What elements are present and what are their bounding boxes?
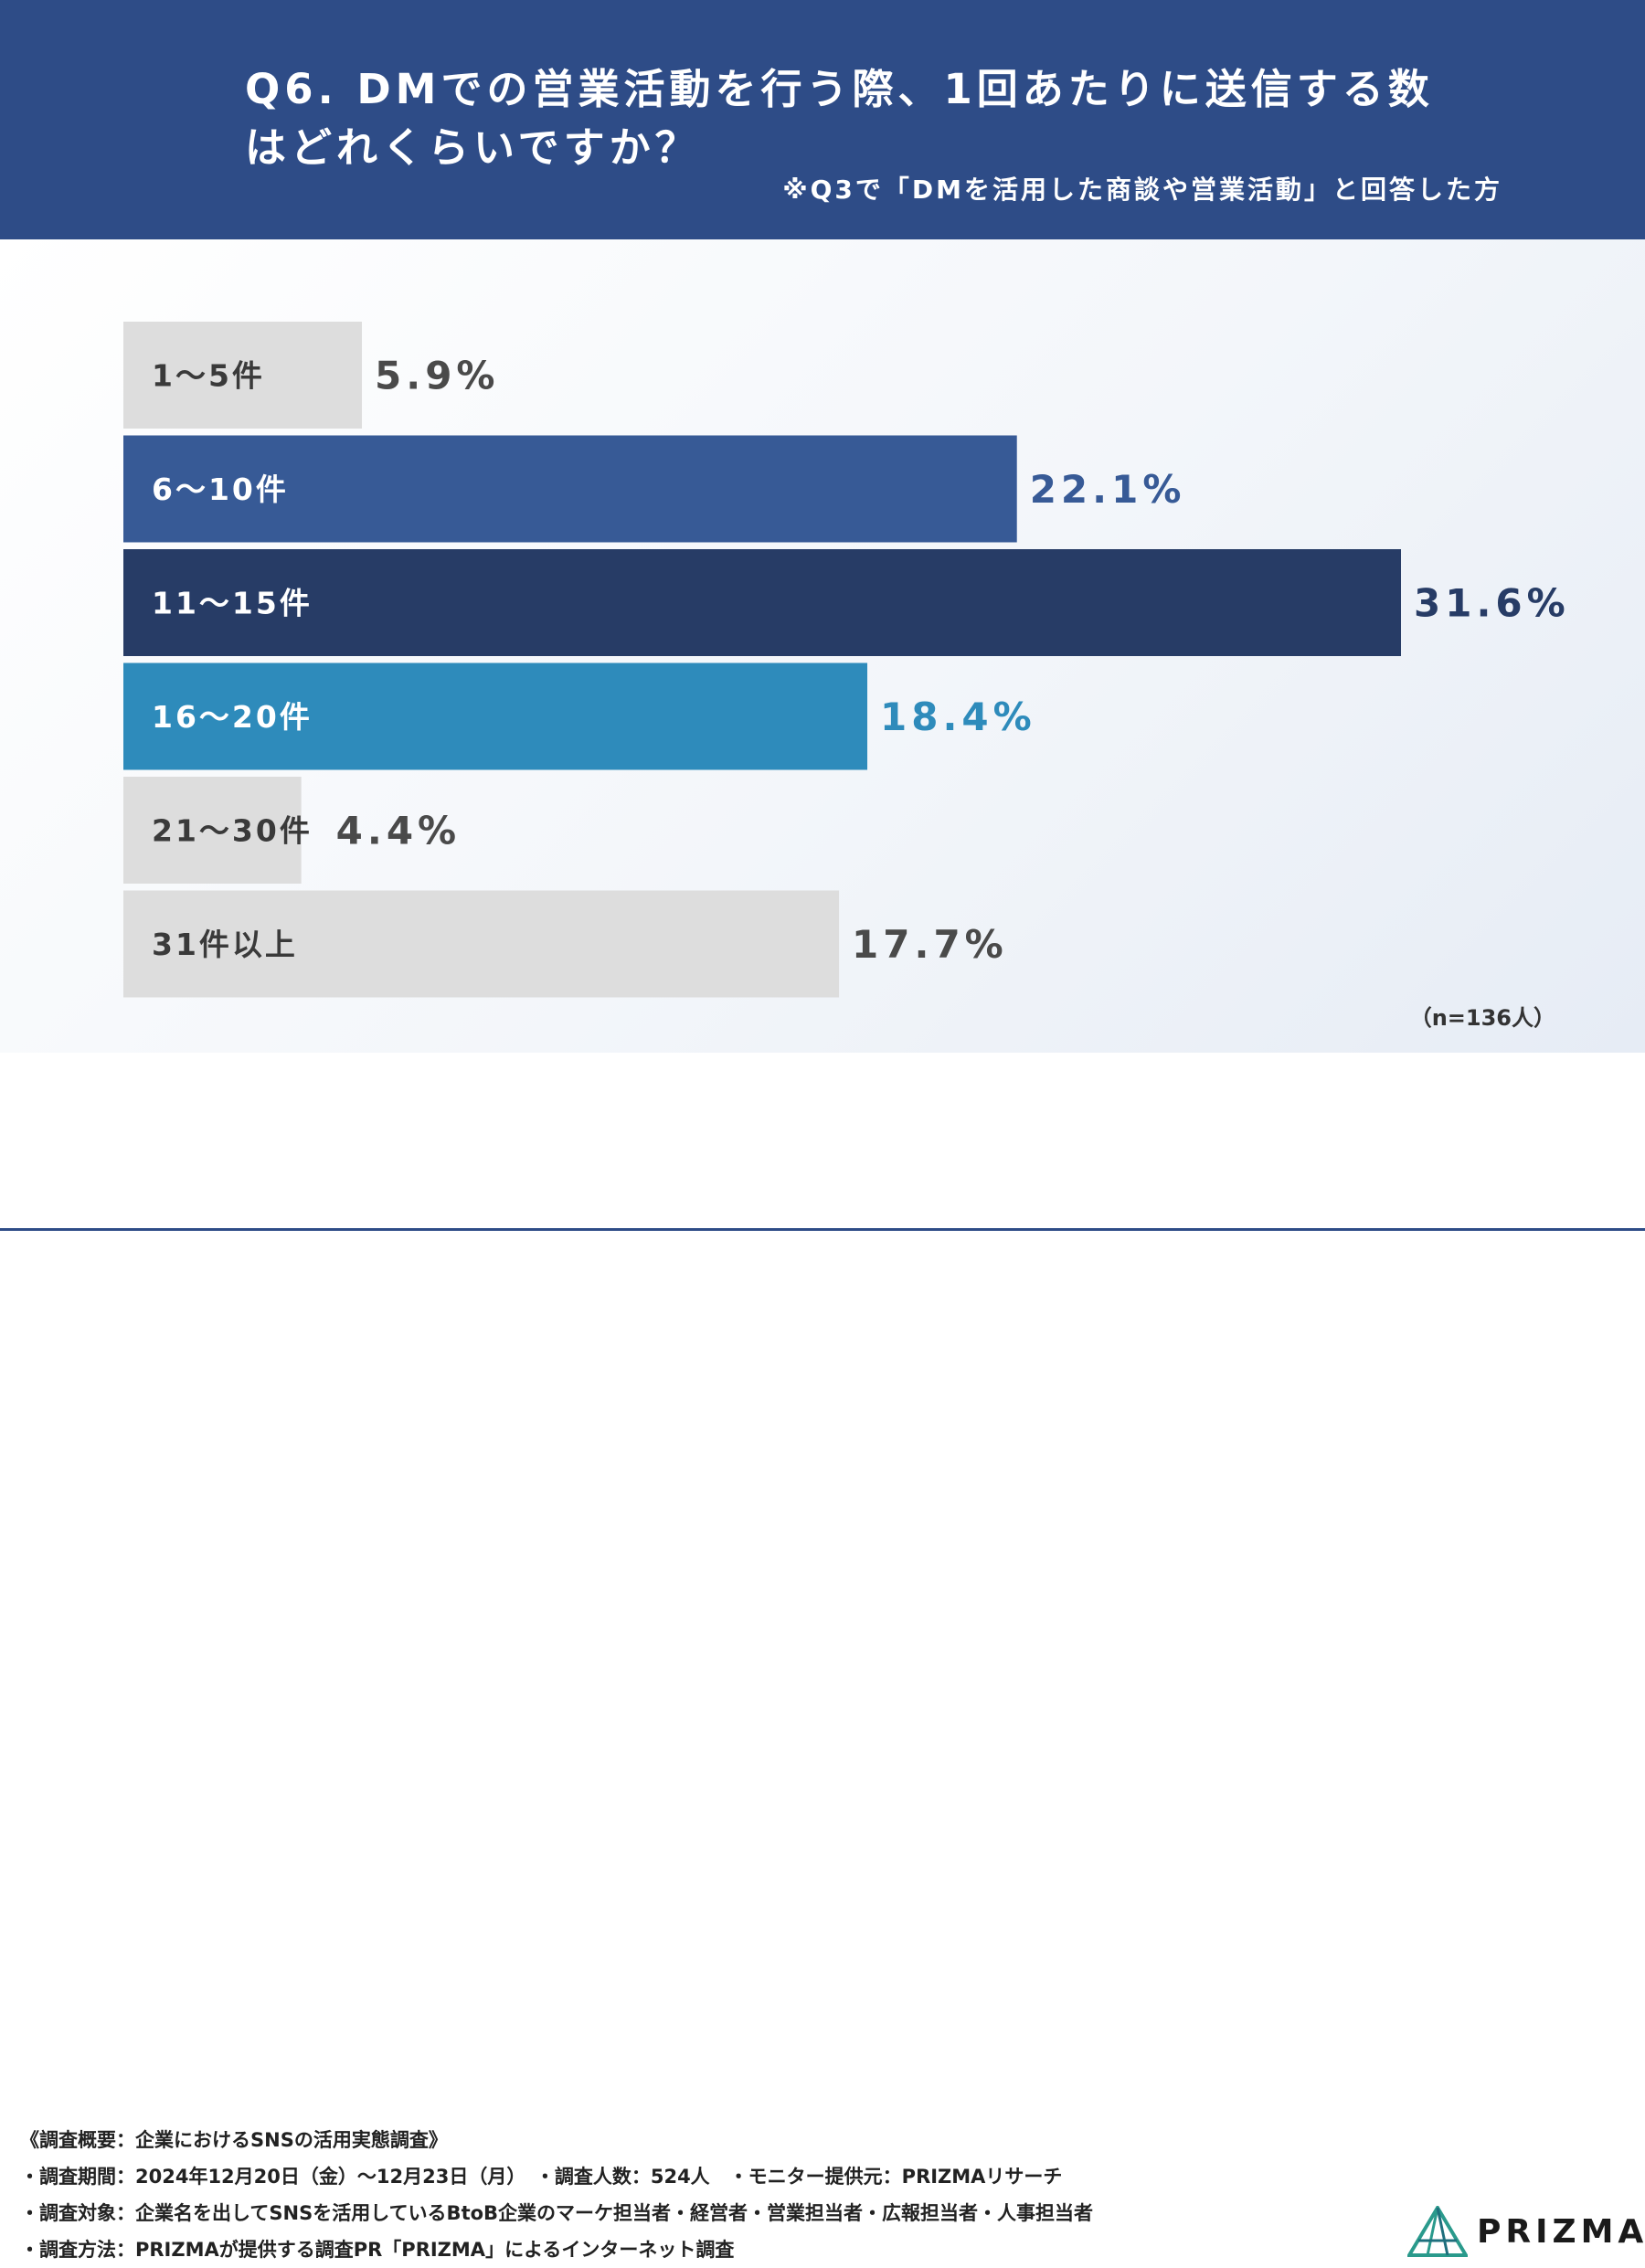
- bar-chart: 1〜5件 5.9% 6〜10件 22.1% 11〜15件 31.6% 16〜20件 18.4%…: [123, 322, 1570, 998]
- survey-title: 《調査概要：企業におけるSNSの活用実態調査》: [20, 2129, 448, 2151]
- title-line-1: Q6. DMでの営業活動を行う際、1回あたりに送信する数: [245, 65, 1434, 113]
- bar-group: 11〜15件 31.6%: [123, 549, 1570, 656]
- category-label: 21〜30件: [152, 813, 313, 849]
- value-label: 4.4%: [336, 809, 461, 853]
- title-line-2: はどれくらいですか？: [245, 123, 701, 172]
- category-label: 6〜10件: [152, 472, 289, 507]
- header-banner: Q6. DMでの営業活動を行う際、1回あたりに送信する数 はどれくらいですか？ …: [0, 0, 1645, 239]
- survey-period: ・調査期間：2024年12月20日（金）〜12月23日（月） ・調査人数：524…: [20, 2166, 1063, 2188]
- survey-footer: 《調査概要：企業におけるSNSの活用実態調査》 ・調査期間：2024年12月20…: [0, 1053, 1645, 2261]
- bar-group: 1〜5件 5.9%: [123, 322, 499, 429]
- value-label: 5.9%: [375, 354, 499, 398]
- value-label: 22.1%: [1030, 467, 1186, 512]
- category-label: 1〜5件: [152, 358, 265, 394]
- bar-group: 21〜30件 4.4%: [123, 777, 461, 884]
- survey-method: ・調査方法：PRIZMAが提供する調査PR「PRIZMA」によるインターネット調…: [20, 2239, 735, 2261]
- bar: [123, 890, 840, 998]
- bar: [123, 662, 868, 770]
- bar-group: 6〜10件 22.1%: [123, 435, 1186, 543]
- category-label: 16〜20件: [152, 699, 313, 735]
- prism-logo-icon: [1407, 2206, 1468, 2257]
- survey-overview: 《調査概要：企業におけるSNSの活用実態調査》 ・調査期間：2024年12月20…: [20, 2122, 1093, 2268]
- chart-title: Q6. DMでの営業活動を行う際、1回あたりに送信する数 はどれくらいですか？: [245, 60, 1524, 177]
- bar: [123, 549, 1401, 656]
- value-label: 18.4%: [880, 694, 1036, 739]
- category-label: 11〜15件: [152, 586, 313, 621]
- value-label: 17.7%: [852, 922, 1008, 967]
- bar: [123, 322, 363, 429]
- chart-area: 1〜5件 5.9% 6〜10件 22.1% 11〜15件 31.6% 16〜20件 18.4%…: [0, 239, 1645, 1053]
- logo-text: PRIZMA: [1477, 2213, 1645, 2251]
- footer-divider: [0, 1228, 1645, 1231]
- bar-group: 16〜20件 18.4%: [123, 662, 1036, 770]
- value-label: 31.6%: [1414, 581, 1570, 626]
- category-label: 31件以上: [152, 927, 298, 962]
- survey-target: ・調査対象：企業名を出してSNSを活用しているBtoB企業のマーケ担当者・経営者…: [20, 2202, 1094, 2224]
- bar: [123, 777, 302, 884]
- bar: [123, 435, 1017, 543]
- sample-size: （n=136人）: [1409, 1005, 1555, 1031]
- respondent-note: ※Q3で「DMを活用した商談や営業活動」と回答した方: [782, 175, 1502, 205]
- bar-group: 31件以上 17.7%: [123, 890, 1008, 998]
